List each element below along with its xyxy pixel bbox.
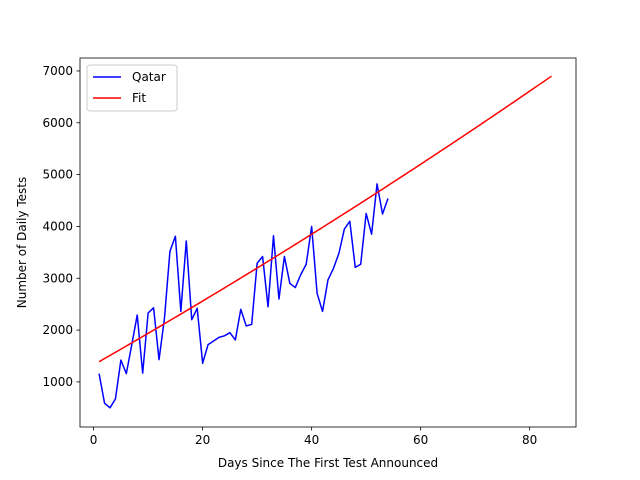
- x-tick-label: 0: [90, 433, 98, 447]
- y-tick-label: 1000: [42, 375, 73, 389]
- x-tick-label: 60: [413, 433, 428, 447]
- legend-label-fit: Fit: [132, 91, 146, 105]
- series-line-fit: [98, 75, 552, 363]
- x-axis-label: Days Since The First Test Announced: [218, 456, 438, 470]
- y-tick-label: 3000: [42, 271, 73, 285]
- y-tick-label: 6000: [42, 116, 73, 130]
- plot-area: [98, 75, 552, 409]
- legend-label-qatar: Qatar: [132, 70, 166, 84]
- y-tick-label: 2000: [42, 323, 73, 337]
- y-tick-label: 4000: [42, 219, 73, 233]
- legend: Qatar Fit: [86, 64, 178, 112]
- y-tick-label: 5000: [42, 168, 73, 182]
- plot-frame: [79, 57, 577, 428]
- x-tick-label: 40: [304, 433, 319, 447]
- series-line-qatar: [98, 183, 389, 409]
- y-axis-label: Number of Daily Tests: [15, 177, 29, 308]
- x-tick-label: 20: [195, 433, 210, 447]
- x-axis: 0 20 40 60 80: [90, 427, 537, 447]
- x-tick-label: 80: [522, 433, 537, 447]
- y-tick-label: 7000: [42, 64, 73, 78]
- y-axis: 1000 2000 3000 4000 5000 6000 7000: [42, 64, 80, 389]
